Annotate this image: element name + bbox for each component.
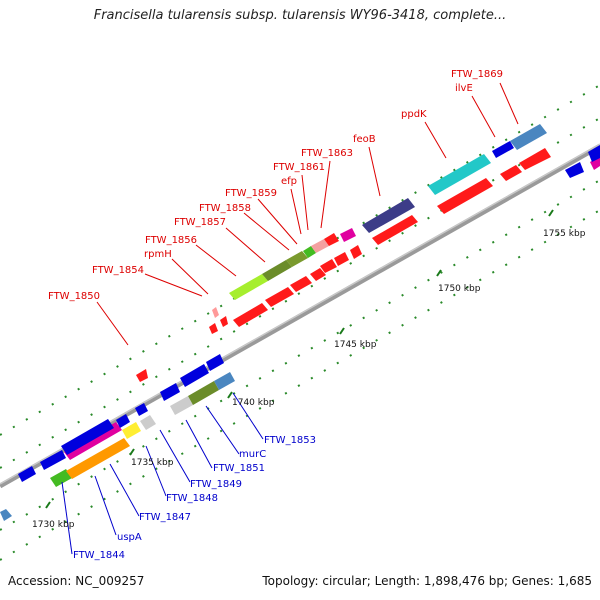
map-title: Francisella tularensis subsp. tularensis… xyxy=(93,8,507,23)
gene-FTW_1863[interactable] xyxy=(350,245,362,259)
gene-label[interactable]: FTW_1863 xyxy=(301,148,353,159)
gene-arrow[interactable] xyxy=(220,316,228,327)
gene-label[interactable]: FTW_1844 xyxy=(73,550,125,561)
gene-label[interactable]: FTW_1850 xyxy=(48,291,100,302)
gene-feoB[interactable] xyxy=(372,215,418,245)
gene-blue-2[interactable] xyxy=(116,414,130,428)
accession-text: Accession: NC_009257 xyxy=(8,574,145,588)
gene-rpmH[interactable] xyxy=(212,307,219,318)
gene-blue-5[interactable] xyxy=(180,364,209,387)
gene-label[interactable]: efp xyxy=(281,176,297,187)
tick-label: 1730 kbp xyxy=(32,520,75,530)
gene-uspA[interactable] xyxy=(50,469,72,487)
gene-cyan[interactable] xyxy=(428,154,491,195)
gene-blue-4[interactable] xyxy=(61,419,114,455)
gene-green-small[interactable] xyxy=(303,246,316,258)
backbone-ticks xyxy=(45,209,554,509)
reverse-labels: FTW_1853 murC FTW_1851 FTW_1849 FTW_1848… xyxy=(73,435,316,561)
gene-FTW_1857[interactable] xyxy=(265,287,294,307)
gene-blue-right-2[interactable] xyxy=(588,145,600,162)
gene-label[interactable]: FTW_1847 xyxy=(139,512,191,523)
gene-label[interactable]: feoB xyxy=(353,134,376,145)
gene-magenta[interactable] xyxy=(340,228,356,242)
reverse-genes[interactable] xyxy=(0,354,235,521)
gene-steel[interactable] xyxy=(510,124,547,150)
tick-labels: 1755 kbp 1750 kbp 1745 kbp 1740 kbp 1735… xyxy=(32,229,586,530)
genome-summary-text: Topology: circular; Length: 1,898,476 bp… xyxy=(262,574,592,588)
gene-label[interactable]: murC xyxy=(239,449,266,460)
gene-label[interactable]: FTW_1848 xyxy=(166,493,218,504)
gene-FTW_1848b[interactable] xyxy=(122,422,141,439)
gene-blue-6[interactable] xyxy=(206,354,224,371)
gene-blue[interactable] xyxy=(18,466,36,482)
gene-label[interactable]: FTW_1849 xyxy=(190,479,242,490)
gene-label[interactable]: FTW_1869 xyxy=(451,69,503,80)
gene-FTW_1858[interactable] xyxy=(290,276,312,292)
tick-label: 1755 kbp xyxy=(543,229,586,239)
gene-label[interactable]: FTW_1854 xyxy=(92,265,144,276)
gene-murC[interactable] xyxy=(188,381,219,405)
gene-arrow[interactable] xyxy=(209,323,218,334)
gene-ppdK[interactable] xyxy=(437,178,493,214)
gene-blue-a[interactable] xyxy=(492,141,514,158)
gene-FTW_1851[interactable] xyxy=(170,396,193,415)
guide-tracks xyxy=(0,84,600,561)
gene-ilvE[interactable] xyxy=(500,165,522,181)
gene-FTW_1861[interactable] xyxy=(334,252,349,266)
gene-olive-2[interactable] xyxy=(286,251,308,267)
tick-label: 1745 kbp xyxy=(334,340,377,350)
gene-efp[interactable] xyxy=(320,259,337,273)
gene-label[interactable]: ppdK xyxy=(401,109,427,120)
tick-label: 1740 kbp xyxy=(232,398,275,408)
leader-lines xyxy=(61,82,519,555)
gene-label[interactable]: FTW_1856 xyxy=(145,235,197,246)
gene-label[interactable]: FTW_1857 xyxy=(174,217,226,228)
gene-FTW_1850-blue[interactable] xyxy=(160,383,180,401)
gene-FTW_1859[interactable] xyxy=(310,268,326,281)
gene-arrow[interactable] xyxy=(136,369,148,382)
gene-blue-3[interactable] xyxy=(135,403,148,416)
gene-FTW_1869-red[interactable] xyxy=(519,148,551,170)
gene-pink[interactable] xyxy=(311,239,329,253)
gene-label[interactable]: FTW_1851 xyxy=(213,463,265,474)
gene-FTW_1853[interactable] xyxy=(214,372,235,390)
gene-olive-1[interactable] xyxy=(262,260,292,281)
gene-FTW_1844[interactable] xyxy=(40,450,66,470)
gene-label[interactable]: FTW_1861 xyxy=(273,162,325,173)
tick-label: 1735 kbp xyxy=(131,458,174,468)
gene-left-edge[interactable] xyxy=(0,509,12,521)
gene-label[interactable]: ilvE xyxy=(455,83,473,94)
forward-genes[interactable] xyxy=(136,124,600,382)
gene-FTW_1856[interactable] xyxy=(233,303,268,327)
gene-label[interactable]: FTW_1859 xyxy=(225,188,277,199)
gene-red-right[interactable] xyxy=(590,156,600,170)
gene-label[interactable]: rpmH xyxy=(144,249,172,260)
gene-FTW_1849[interactable] xyxy=(140,415,156,430)
tick-label: 1750 kbp xyxy=(438,284,481,294)
gene-red-small[interactable] xyxy=(324,233,339,246)
gene-FTW_1847[interactable] xyxy=(66,438,130,479)
gene-navy[interactable] xyxy=(362,198,415,233)
forward-labels: FTW_1869 ilvE ppdK feoB FTW_1863 FTW_186… xyxy=(48,69,503,302)
gene-label[interactable]: uspA xyxy=(117,532,142,543)
gene-lime[interactable] xyxy=(229,274,268,300)
gene-label[interactable]: FTW_1858 xyxy=(199,203,251,214)
gene-blue-right[interactable] xyxy=(565,162,584,178)
gene-label[interactable]: FTW_1853 xyxy=(264,435,316,446)
